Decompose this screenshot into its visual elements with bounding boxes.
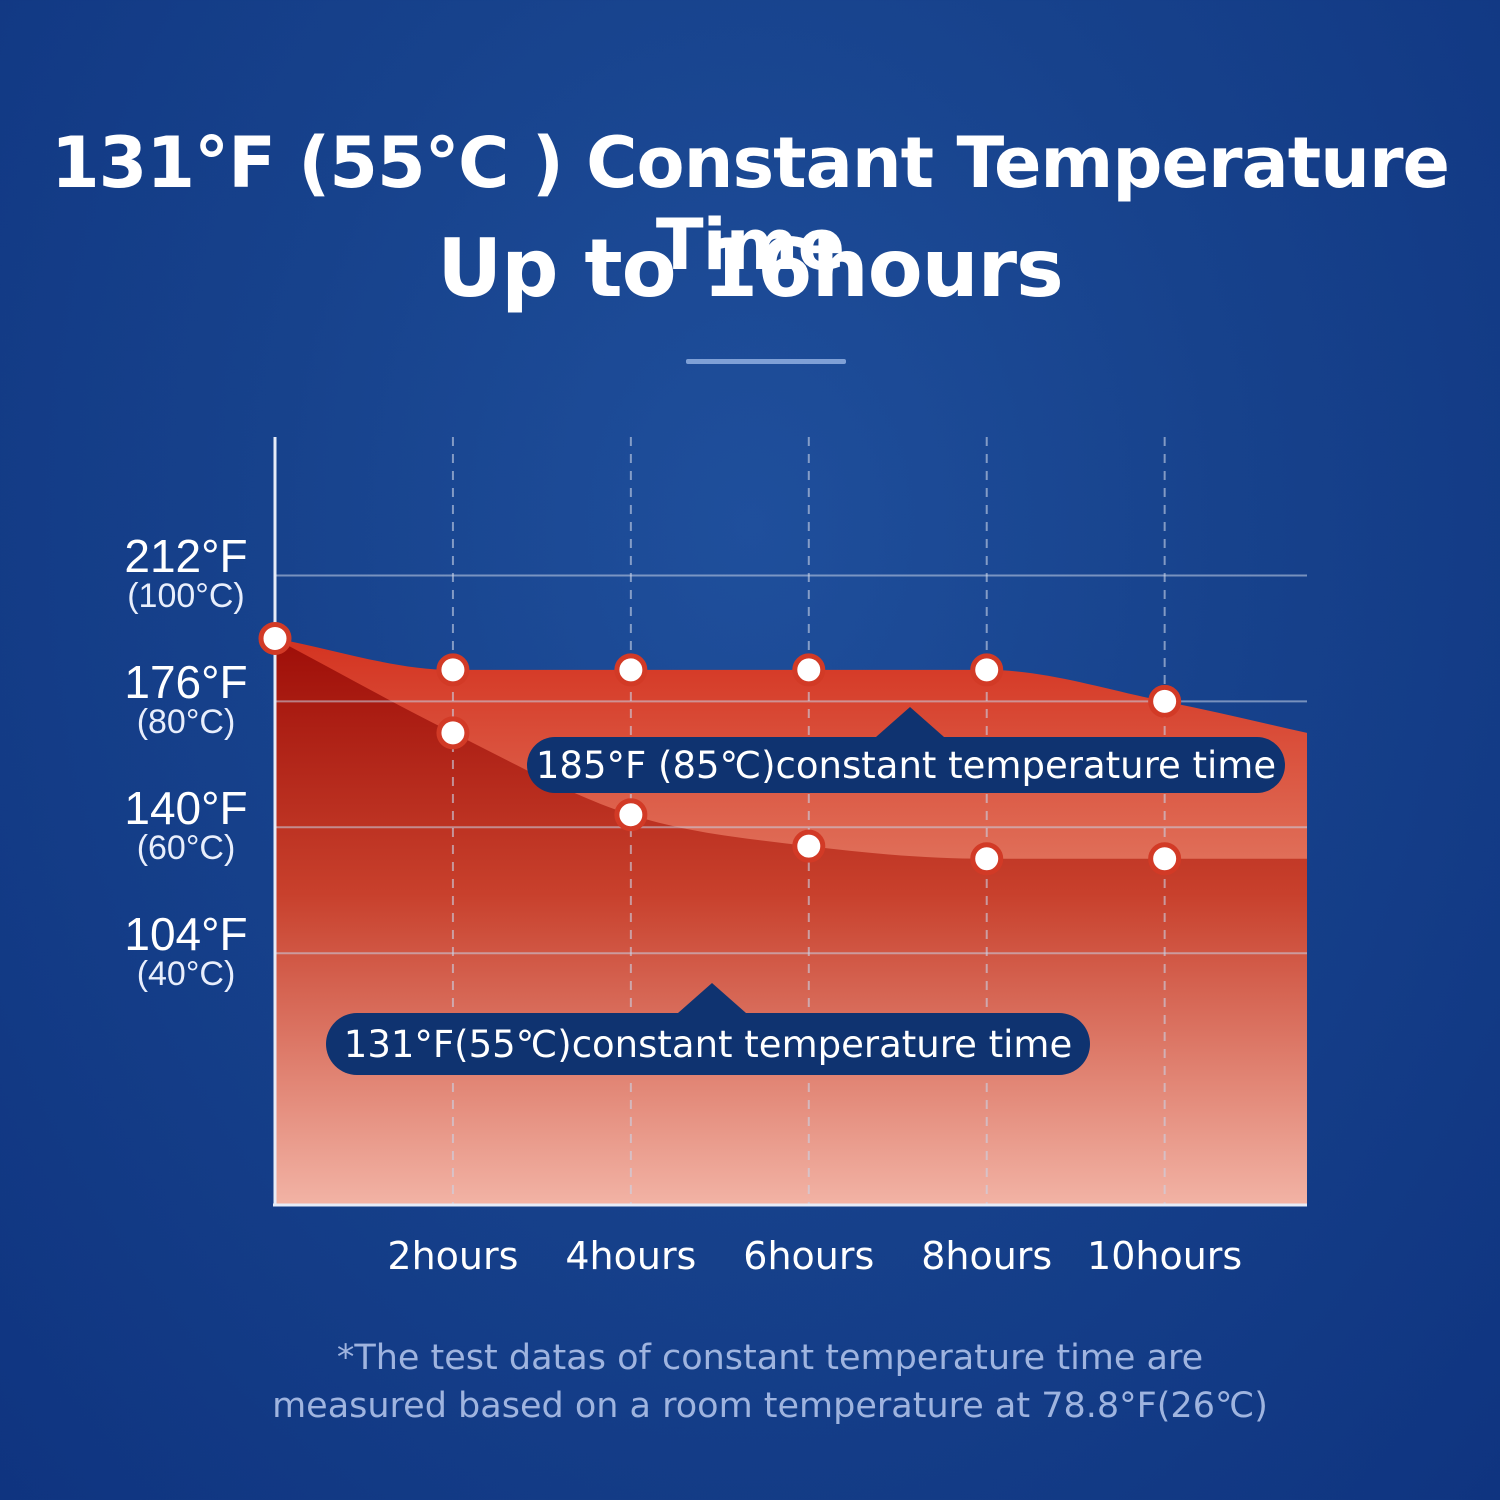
data-point-top <box>1148 684 1182 718</box>
data-point-bottom <box>436 716 470 750</box>
series-185f-box <box>527 737 1285 793</box>
y-tick-label-f: 104°F <box>124 908 248 961</box>
series-185f-label: 185°F (85℃)constant temperature time <box>536 744 1276 787</box>
footnote-line2: measured based on a room temperature at … <box>272 1386 1268 1426</box>
data-point-bottom <box>614 798 648 832</box>
footnote-line1: *The test datas of constant temperature … <box>336 1338 1204 1378</box>
y-tick-label-c: (40°C) <box>136 955 236 994</box>
series-131f-pointer <box>678 983 746 1013</box>
y-tick-label-c: (100°C) <box>127 577 245 616</box>
title-divider <box>686 359 846 364</box>
chart-subtitle: Up to 16hours <box>437 222 1063 315</box>
y-tick-label-f: 176°F <box>124 656 248 709</box>
series-131f-box <box>326 1013 1090 1075</box>
callouts: 185°F (85℃)constant temperature time 131°… <box>326 707 1285 1075</box>
data-point-bottom <box>970 842 1004 876</box>
x-tick-label: 10hours <box>1087 1234 1243 1278</box>
y-tick-label-f: 212°F <box>124 530 248 583</box>
y-tick-label-c: (80°C) <box>136 703 236 742</box>
data-point-top <box>970 653 1004 687</box>
data-point-top <box>614 653 648 687</box>
chart-title: 131°F (55℃ ) Constant Temperature Time <box>50 122 1450 286</box>
data-point-bottom <box>792 829 826 863</box>
x-tick-label: 4hours <box>565 1234 697 1278</box>
data-point-top <box>792 653 826 687</box>
series-131f-label: 131°F(55℃)constant temperature time <box>344 1023 1072 1066</box>
grid-lines <box>275 437 1307 1205</box>
y-tick-label-c: (60°C) <box>136 829 236 868</box>
x-tick-label: 8hours <box>921 1234 1053 1278</box>
data-point-top <box>436 653 470 687</box>
data-point-bottom <box>1148 842 1182 876</box>
markers <box>258 621 1182 876</box>
series-185f-pointer <box>876 707 944 737</box>
y-tick-label-f: 140°F <box>124 782 248 835</box>
x-tick-label: 2hours <box>387 1234 519 1278</box>
axes <box>273 437 1307 1207</box>
data-point-top <box>258 621 292 655</box>
x-tick-label: 6hours <box>743 1234 875 1278</box>
